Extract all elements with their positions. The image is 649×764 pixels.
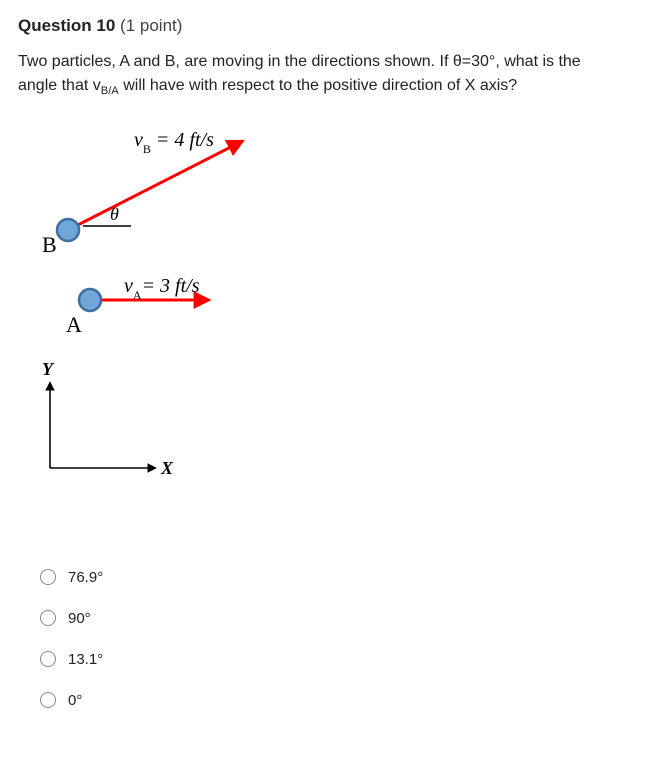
option-label: 90° bbox=[68, 610, 91, 627]
question-number-prefix: Question bbox=[18, 16, 96, 35]
answer-options: 76.9° 90° 13.1° 0° bbox=[40, 569, 631, 709]
question-number: 10 bbox=[96, 16, 115, 35]
radio-icon[interactable] bbox=[40, 692, 56, 708]
option-row[interactable]: 90° bbox=[40, 610, 631, 627]
option-row[interactable]: 76.9° bbox=[40, 569, 631, 586]
svg-text:vB = 4 ft/s: vB = 4 ft/s bbox=[134, 129, 214, 156]
svg-text:B: B bbox=[42, 232, 57, 257]
radio-icon[interactable] bbox=[40, 569, 56, 585]
svg-text:Y: Y bbox=[42, 359, 55, 379]
question-points: (1 point) bbox=[115, 16, 182, 35]
svg-text:θ: θ bbox=[110, 204, 119, 224]
option-label: 76.9° bbox=[68, 569, 103, 586]
physics-diagram: θ BvB = 4 ft/s AvA= 3 ft/s Y X bbox=[26, 110, 631, 545]
svg-text:vA= 3 ft/s: vA= 3 ft/s bbox=[124, 275, 200, 302]
option-label: 0° bbox=[68, 692, 82, 709]
question-header: Question 10 (1 point) bbox=[18, 16, 631, 36]
option-row[interactable]: 0° bbox=[40, 692, 631, 709]
svg-text:A: A bbox=[66, 312, 82, 337]
question-text: Two particles, A and B, are moving in th… bbox=[18, 50, 618, 100]
option-row[interactable]: 13.1° bbox=[40, 651, 631, 668]
option-label: 13.1° bbox=[68, 651, 103, 668]
radio-icon[interactable] bbox=[40, 610, 56, 626]
svg-text:X: X bbox=[160, 458, 174, 478]
radio-icon[interactable] bbox=[40, 651, 56, 667]
